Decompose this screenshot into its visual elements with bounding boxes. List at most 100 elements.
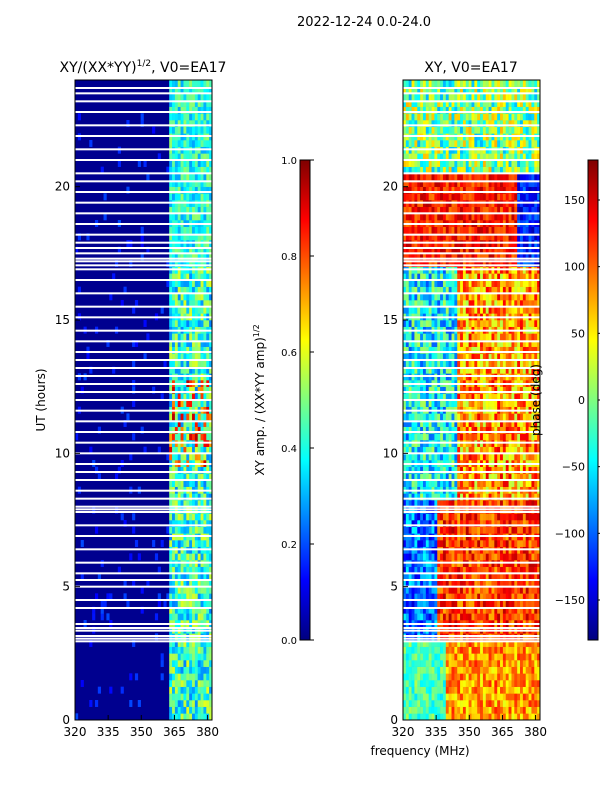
- heatmap-cell: [454, 673, 458, 681]
- heatmap-cell: [525, 666, 529, 674]
- heatmap-cell: [169, 113, 173, 121]
- heatmap-cell: [414, 273, 418, 281]
- heatmap-cell: [169, 673, 173, 681]
- heatmap-cell: [488, 393, 492, 401]
- heatmap-cell: [183, 553, 187, 561]
- heatmap-cell: [425, 273, 429, 281]
- heatmap-cell: [497, 320, 501, 327]
- heatmap-cell: [422, 713, 427, 721]
- heatmap-cell: [440, 393, 444, 401]
- heatmap-cell: [434, 606, 438, 614]
- heatmap-cell: [482, 466, 487, 474]
- heatmap-cell: [169, 413, 173, 421]
- heatmap-cell: [497, 706, 501, 714]
- heatmap-cell: [474, 300, 478, 307]
- heatmap-cell: [445, 393, 449, 401]
- heatmap-cell: [537, 713, 541, 721]
- heatmap-cell: [468, 420, 472, 427]
- heatmap-cell: [160, 540, 164, 547]
- heatmap-cell: [465, 686, 469, 694]
- heatmap-cell: [189, 500, 193, 507]
- heatmap-cell: [172, 273, 176, 281]
- heatmap-cell: [491, 413, 495, 421]
- heatmap-cell: [422, 306, 427, 314]
- flagged-row: [75, 629, 212, 632]
- heatmap-cell: [454, 640, 458, 647]
- heatmap-cell: [514, 280, 518, 287]
- heatmap-cell: [414, 513, 418, 521]
- heatmap-cell: [534, 693, 538, 701]
- heatmap-cell: [468, 613, 472, 621]
- heatmap-cell: [197, 86, 201, 94]
- heatmap-cell: [408, 366, 412, 374]
- heatmap-cell: [534, 606, 538, 614]
- heatmap-cell: [169, 613, 173, 621]
- heatmap-cell: [180, 666, 184, 674]
- heatmap-cell: [192, 80, 196, 87]
- heatmap-cell: [494, 426, 498, 434]
- heatmap-cell: [474, 586, 478, 594]
- heatmap-cell: [508, 320, 512, 327]
- heatmap-cell: [189, 340, 193, 347]
- heatmap-cell: [183, 646, 187, 654]
- heatmap-cell: [457, 573, 461, 581]
- heatmap-cell: [491, 666, 495, 674]
- heatmap-cell: [514, 493, 518, 501]
- heatmap-cell: [442, 646, 447, 654]
- heatmap-cell: [417, 433, 421, 441]
- heatmap-cell: [494, 480, 498, 487]
- heatmap-cell: [437, 393, 441, 401]
- heatmap-cell: [203, 426, 207, 434]
- heatmap-cell: [408, 586, 412, 594]
- heatmap-cell: [403, 366, 407, 374]
- heatmap-cell: [172, 666, 176, 674]
- heatmap-cell: [417, 446, 421, 454]
- heatmap-cell: [480, 680, 484, 687]
- heatmap-cell: [517, 413, 521, 421]
- heatmap-cell: [482, 540, 487, 547]
- heatmap-cell: [465, 580, 469, 587]
- heatmap-cell: [411, 606, 415, 614]
- heatmap-cell: [206, 686, 210, 694]
- heatmap-cell: [408, 540, 412, 547]
- heatmap-cell: [502, 393, 507, 401]
- heatmap-cell: [488, 526, 492, 534]
- heatmap-cell: [405, 513, 409, 521]
- heatmap-cell: [460, 700, 464, 707]
- heatmap-cell: [203, 393, 207, 401]
- heatmap-cell: [471, 400, 475, 407]
- heatmap-cell: [172, 580, 176, 587]
- heatmap-cell: [200, 293, 204, 301]
- heatmap-cell: [505, 646, 509, 654]
- heatmap-cell: [206, 333, 210, 341]
- heatmap-cell: [420, 366, 424, 374]
- heatmap-cell: [209, 700, 213, 707]
- heatmap-cell: [514, 573, 518, 581]
- heatmap-cell: [457, 606, 461, 614]
- heatmap-cell: [457, 600, 461, 607]
- heatmap-cell: [520, 293, 524, 301]
- heatmap-cell: [520, 600, 524, 607]
- heatmap-cell: [537, 413, 541, 421]
- heatmap-cell: [534, 653, 538, 661]
- heatmap-cell: [169, 106, 173, 114]
- heatmap-cell: [192, 606, 196, 614]
- heatmap-cell: [186, 493, 190, 501]
- heatmap-cell: [89, 700, 93, 707]
- y-tick-label: 10: [55, 446, 70, 460]
- heatmap-cell: [511, 566, 515, 574]
- heatmap-cell: [200, 80, 204, 87]
- heatmap-cell: [177, 473, 181, 481]
- heatmap-cell: [411, 586, 415, 594]
- heatmap-cell: [420, 386, 424, 394]
- heatmap-cell: [174, 580, 179, 587]
- heatmap-cell: [174, 700, 179, 707]
- heatmap-cell: [405, 260, 409, 267]
- heatmap-cell: [442, 613, 447, 621]
- heatmap-cell: [192, 180, 196, 187]
- heatmap-cell: [129, 673, 133, 681]
- heatmap-cell: [440, 293, 444, 301]
- heatmap-cell: [186, 260, 190, 267]
- heatmap-cell: [440, 606, 444, 614]
- heatmap-cell: [189, 400, 193, 407]
